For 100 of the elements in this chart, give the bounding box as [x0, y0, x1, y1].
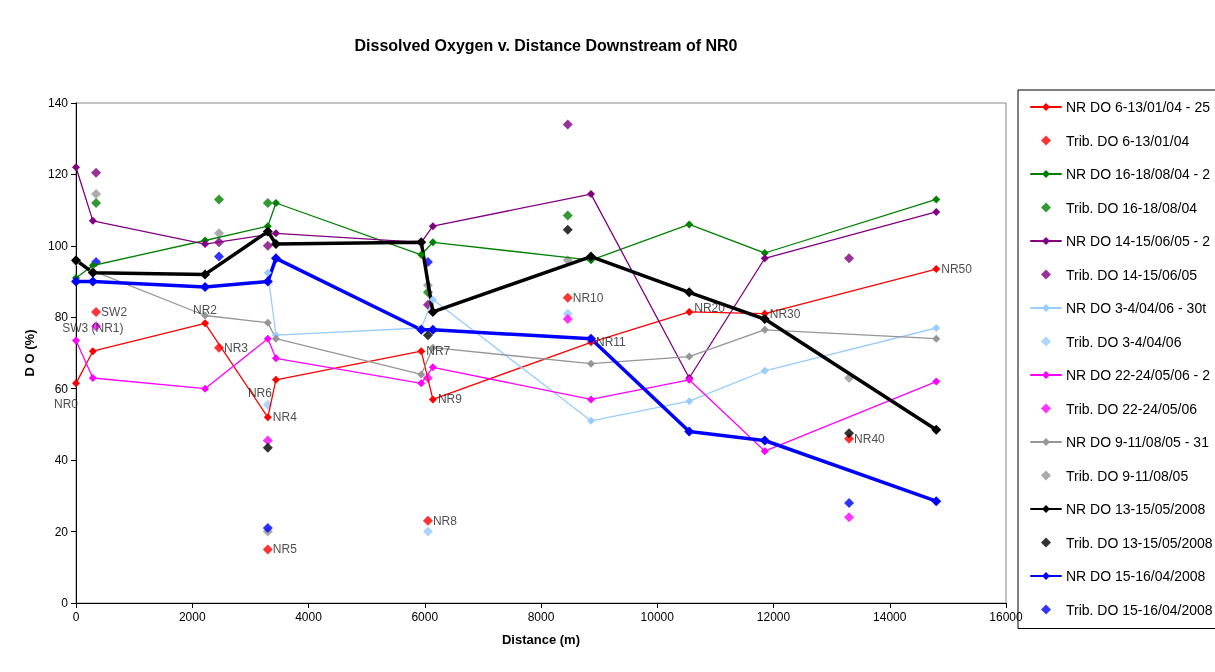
legend-label: NR DO 6-13/01/04 - 25	[1066, 99, 1211, 115]
x-axis-title: Distance (m)	[501, 632, 581, 647]
point	[586, 416, 595, 425]
x-tick-label: 4000	[295, 610, 323, 624]
point	[422, 330, 433, 341]
y-tick-label: 60	[54, 381, 69, 396]
point	[422, 526, 433, 537]
point	[427, 306, 438, 317]
point	[844, 498, 855, 508]
x-tick-label: 6000	[411, 610, 439, 624]
annotation: NR5	[272, 542, 298, 557]
legend-label: Trib. DO 6-13/01/04	[1066, 132, 1190, 149]
point	[72, 379, 80, 388]
point	[91, 306, 102, 317]
point	[759, 314, 770, 325]
annotation: NR3	[223, 340, 249, 355]
point	[200, 269, 211, 280]
x-tick-label: 14000	[873, 610, 907, 624]
point	[931, 496, 942, 507]
point	[932, 265, 941, 274]
point	[91, 189, 102, 200]
legend-label: Trib. DO 3-4/04/06	[1066, 333, 1182, 350]
point	[685, 352, 694, 361]
point	[88, 347, 97, 356]
legend-label: Trib. DO 22-24/05/06	[1066, 400, 1198, 417]
point	[586, 359, 595, 368]
point	[72, 336, 80, 345]
legend-label: NR DO 9-11/08/05 - 31	[1066, 434, 1210, 450]
point	[684, 426, 695, 437]
point	[428, 363, 437, 372]
point	[562, 292, 573, 303]
x-tick-label: 8000	[527, 610, 555, 624]
point	[271, 229, 280, 238]
annotation: NR8	[432, 513, 458, 528]
legend-label: NR DO 13-15/05/2008	[1066, 501, 1206, 517]
point	[844, 512, 855, 523]
legend-label: Trib. DO 14-15/06/05	[1066, 266, 1198, 283]
point	[760, 325, 769, 334]
annotation: NR40	[854, 431, 886, 446]
point	[270, 239, 281, 250]
point	[270, 253, 281, 264]
point	[262, 198, 273, 208]
point	[428, 238, 437, 247]
x-tick-label: 10000	[640, 610, 675, 624]
legend-label: NR DO 14-15/06/05 - 2	[1066, 233, 1211, 249]
point	[262, 276, 273, 287]
y-tick-label: 0	[61, 596, 69, 610]
point	[932, 207, 941, 216]
point	[585, 251, 596, 262]
point	[562, 210, 573, 221]
point	[213, 194, 224, 205]
y-axis-title: D O (%)	[22, 329, 37, 377]
x-tick-label: 0	[72, 610, 80, 624]
chart-title: Dissolved Oxygen v. Distance Downstream of NR0	[354, 36, 738, 54]
point	[760, 254, 769, 263]
point	[844, 428, 855, 439]
annotation: NR4	[272, 410, 298, 425]
annotation: NR7	[426, 344, 451, 359]
point	[262, 544, 273, 555]
point	[760, 366, 769, 375]
point	[428, 295, 437, 304]
point	[91, 167, 102, 178]
point	[271, 199, 280, 207]
point	[685, 307, 694, 316]
point	[262, 240, 273, 251]
point	[417, 370, 426, 379]
point	[684, 287, 695, 298]
annotation: NR10	[572, 290, 604, 305]
annotation: SW2	[101, 304, 128, 319]
point	[932, 334, 941, 343]
point	[263, 318, 272, 327]
point	[562, 314, 573, 325]
point	[562, 119, 573, 130]
y-tick-label: 140	[47, 96, 69, 110]
point	[428, 395, 437, 404]
point	[201, 240, 210, 249]
point	[88, 216, 97, 225]
point	[213, 251, 224, 262]
point	[932, 324, 941, 332]
point	[271, 375, 280, 384]
point	[932, 195, 941, 204]
legend-label: Trib. DO 15-16/04/2008	[1066, 601, 1213, 618]
point	[263, 268, 272, 277]
point	[422, 515, 433, 526]
legend-label: NR DO 3-4/04/06 - 30t	[1066, 300, 1207, 316]
point	[844, 253, 855, 264]
point	[263, 334, 272, 343]
point	[201, 384, 210, 393]
point	[685, 220, 694, 229]
annotation: NR9	[437, 392, 463, 407]
point	[932, 377, 941, 386]
point	[417, 250, 426, 259]
point	[71, 276, 81, 287]
point	[562, 224, 573, 235]
point	[685, 397, 694, 406]
annotation: NR20	[694, 300, 726, 315]
point	[72, 163, 80, 172]
point	[271, 354, 280, 363]
point	[262, 226, 273, 237]
x-tick-label: 12000	[756, 610, 791, 624]
